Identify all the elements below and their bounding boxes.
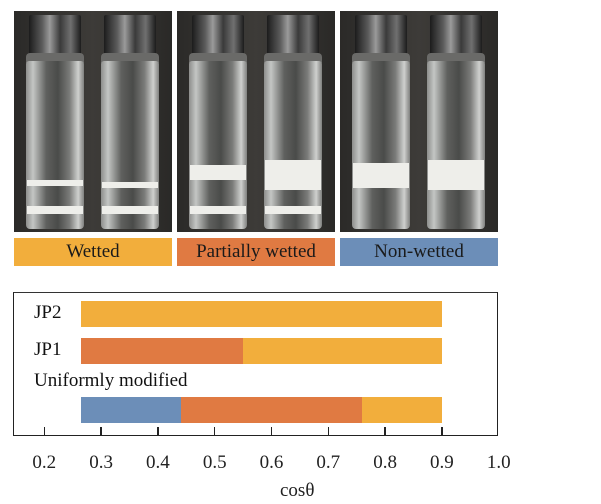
chart-plot-area xyxy=(13,292,498,436)
vial-cap xyxy=(29,15,81,55)
bar-segment-uniformly-modified-partially-wetted xyxy=(180,397,363,423)
x-tick-label: 0.5 xyxy=(202,452,227,473)
vial-cap xyxy=(104,15,156,55)
x-tick-label: 0.7 xyxy=(316,452,341,473)
x-tick xyxy=(157,427,159,436)
x-tick-label: 0.8 xyxy=(373,452,397,473)
vial-cap xyxy=(267,15,319,55)
vial-neck xyxy=(26,53,84,63)
vial-neck xyxy=(189,53,247,63)
non-wetted-photo xyxy=(340,11,498,232)
bar-segment-uniformly-modified-non-wetted xyxy=(81,397,181,423)
vial-glass xyxy=(189,61,247,229)
bar-segment-jp1-wetted xyxy=(243,338,442,364)
vial-cap xyxy=(355,15,407,55)
legend-non-wetted: Non-wetted xyxy=(340,238,498,266)
vial xyxy=(101,15,159,229)
legend-partially-wetted: Partially wetted xyxy=(177,238,335,266)
vial xyxy=(26,15,84,229)
vial-neck xyxy=(427,53,485,63)
category-label-uniformly-modified: Uniformly modified xyxy=(34,370,188,391)
powder-layer xyxy=(265,206,321,214)
x-tick xyxy=(100,427,102,436)
x-tick xyxy=(441,427,443,436)
x-tick xyxy=(43,427,46,436)
partially-wetted-photo xyxy=(177,11,335,232)
vial-glass xyxy=(264,61,322,229)
x-tick-label: 0.4 xyxy=(146,452,170,473)
category-label-jp1: JP1 xyxy=(34,339,62,360)
x-tick xyxy=(384,427,386,436)
category-label-jp2: JP2 xyxy=(34,302,62,323)
vial-cap xyxy=(430,15,482,55)
x-tick-label: 0.2 xyxy=(32,452,57,473)
vial xyxy=(352,15,410,229)
bar-segment-jp1-partially-wetted xyxy=(81,338,244,364)
x-tick-label: 0.9 xyxy=(430,452,454,473)
x-tick-label: 0.6 xyxy=(259,452,284,473)
powder-layer xyxy=(190,165,246,180)
vial-glass xyxy=(26,61,84,229)
vial-glass xyxy=(427,61,485,229)
vial-cap xyxy=(192,15,244,55)
vial xyxy=(189,15,247,229)
powder-layer xyxy=(190,206,246,214)
x-tick-label: 1.0 xyxy=(486,452,511,473)
powder-layer xyxy=(428,160,484,190)
bar-segment-jp2-wetted xyxy=(81,301,442,327)
wetted-photo xyxy=(14,11,172,232)
x-tick-label: 0.3 xyxy=(89,452,113,473)
vial-neck xyxy=(101,53,159,63)
x-tick xyxy=(213,427,216,436)
vial-glass xyxy=(101,61,159,229)
powder-layer xyxy=(102,182,158,188)
vial-neck xyxy=(352,53,410,63)
bar-segment-uniformly-modified-wetted xyxy=(362,397,442,423)
powder-layer xyxy=(265,160,321,190)
x-tick xyxy=(270,427,273,436)
vial-neck xyxy=(264,53,322,63)
powder-layer xyxy=(27,206,83,214)
x-axis-label: cosθ xyxy=(280,480,315,501)
vial xyxy=(427,15,485,229)
vial-glass xyxy=(352,61,410,229)
vial xyxy=(264,15,322,229)
legend-wetted: Wetted xyxy=(14,238,172,266)
x-tick xyxy=(327,427,330,436)
powder-layer xyxy=(353,163,409,188)
powder-layer xyxy=(27,180,83,186)
powder-layer xyxy=(102,206,158,214)
